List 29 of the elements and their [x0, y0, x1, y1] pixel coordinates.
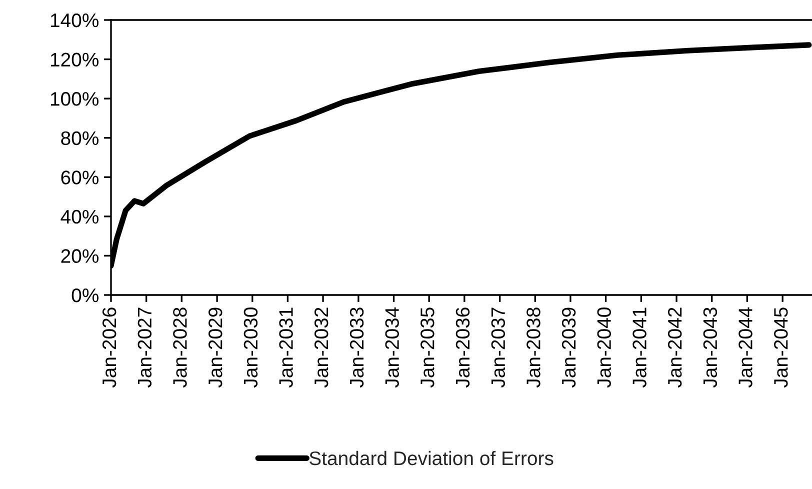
x-tick-label: Jan-2029 [208, 308, 222, 388]
x-tick-label: Jan-2043 [703, 308, 718, 388]
y-tick-label: 20% [61, 249, 99, 263]
x-tick-label: Jan-2035 [420, 308, 434, 388]
x-tick-label: Jan-2027 [138, 308, 152, 388]
x-tick-label: Jan-2040 [597, 308, 612, 388]
x-tick-label: Jan-2044 [738, 307, 752, 388]
y-tick-label: 140% [50, 13, 99, 28]
x-tick-label: Jan-2034 [385, 307, 399, 388]
y-tick-label: 40% [60, 210, 99, 224]
x-tick-label: Jan-2041 [632, 308, 646, 388]
x-tick-label: Jan-2036 [456, 308, 470, 388]
y-tick-label: 60% [61, 170, 99, 184]
x-tick-label: Jan-2026 [102, 308, 116, 388]
x-tick-label: Jan-2031 [279, 308, 293, 388]
y-tick-label: 100% [50, 92, 99, 106]
legend-label: Standard Deviation of Errors [310, 450, 554, 466]
x-tick-label: Jan-2028 [173, 308, 187, 388]
x-tick-label: Jan-2042 [668, 308, 682, 388]
x-tick-label: Jan-2033 [350, 308, 364, 388]
x-tick-label: Jan-2030 [244, 308, 258, 388]
x-tick-label: Jan-2045 [774, 308, 788, 388]
x-tick-label: Jan-2038 [526, 308, 540, 388]
y-tick-label: 0% [72, 288, 99, 302]
x-tick-label: Jan-2032 [314, 308, 328, 388]
x-tick-label: Jan-2037 [491, 308, 506, 388]
x-tick-label: Jan-2039 [562, 308, 576, 388]
y-tick-label: 80% [61, 131, 99, 146]
y-tick-label: 120% [50, 52, 99, 67]
